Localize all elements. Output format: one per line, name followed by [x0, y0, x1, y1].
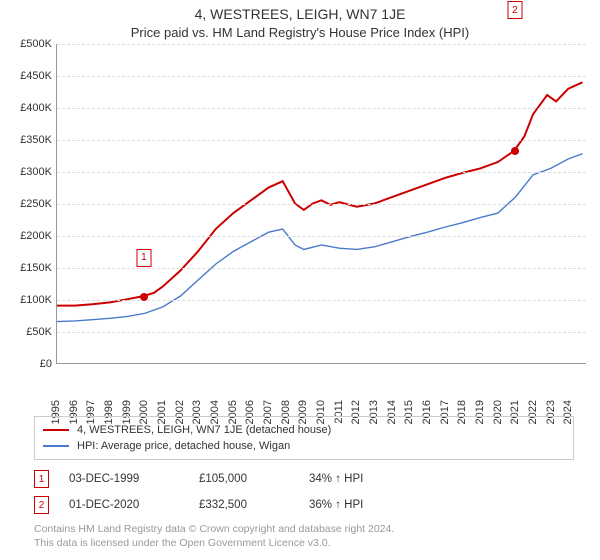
gridline [57, 44, 586, 45]
y-axis: £0£50K£100K£150K£200K£250K£300K£350K£400… [0, 44, 56, 364]
gridline [57, 300, 586, 301]
y-tick-label: £450K [20, 70, 52, 82]
gridline [57, 268, 586, 269]
y-tick-label: £50K [26, 326, 52, 338]
sale-pct: 34% ↑ HPI [309, 473, 399, 485]
sale-marker-badge: 1 [136, 249, 151, 267]
sale-price: £332,500 [199, 499, 289, 511]
legend-swatch [43, 445, 69, 447]
footer-attribution: Contains HM Land Registry data © Crown c… [34, 522, 574, 550]
gridline [57, 140, 586, 141]
y-tick-label: £400K [20, 102, 52, 114]
legend-label: HPI: Average price, detached house, Wiga… [77, 440, 290, 452]
footer-line-1: Contains HM Land Registry data © Crown c… [34, 522, 574, 536]
y-tick-label: £200K [20, 230, 52, 242]
y-tick-label: £350K [20, 134, 52, 146]
series-line-hpi [57, 154, 583, 322]
sale-marker-dot [140, 293, 148, 301]
sale-price: £105,000 [199, 473, 289, 485]
plot-area: 12 [56, 44, 586, 364]
sale-row-badge: 1 [34, 470, 49, 488]
sale-row: 1 03-DEC-1999 £105,000 34% ↑ HPI [34, 466, 574, 492]
y-tick-label: £0 [40, 358, 52, 370]
legend-swatch [43, 429, 69, 431]
y-tick-label: £300K [20, 166, 52, 178]
sale-marker-badge: 2 [507, 1, 522, 19]
footer-line-2: This data is licensed under the Open Gov… [34, 536, 574, 550]
legend-item: 4, WESTREES, LEIGH, WN7 1JE (detached ho… [43, 422, 565, 438]
y-tick-label: £150K [20, 262, 52, 274]
y-tick-label: £250K [20, 198, 52, 210]
gridline [57, 108, 586, 109]
sale-row-badge: 2 [34, 496, 49, 514]
gridline [57, 236, 586, 237]
legend: 4, WESTREES, LEIGH, WN7 1JE (detached ho… [34, 416, 574, 460]
y-tick-label: £500K [20, 38, 52, 50]
sale-date: 03-DEC-1999 [69, 473, 179, 485]
sale-pct: 36% ↑ HPI [309, 499, 399, 511]
legend-label: 4, WESTREES, LEIGH, WN7 1JE (detached ho… [77, 424, 331, 436]
gridline [57, 76, 586, 77]
chart-title-sub: Price paid vs. HM Land Registry's House … [0, 25, 600, 40]
series-line-property [57, 82, 583, 305]
gridline [57, 332, 586, 333]
sales-table: 1 03-DEC-1999 £105,000 34% ↑ HPI 2 01-DEC-202… [34, 466, 574, 518]
sale-row: 2 01-DEC-2020 £332,500 36% ↑ HPI [34, 492, 574, 518]
legend-item: HPI: Average price, detached house, Wiga… [43, 438, 565, 454]
gridline [57, 204, 586, 205]
y-tick-label: £100K [20, 294, 52, 306]
gridline [57, 172, 586, 173]
sale-date: 01-DEC-2020 [69, 499, 179, 511]
x-axis: 1995199619971998199920002001200220032004… [56, 366, 586, 404]
sale-marker-dot [511, 147, 519, 155]
chart-area: £0 £50K £100K £150K £200K £250K £300K £350K £400… [0, 44, 600, 404]
